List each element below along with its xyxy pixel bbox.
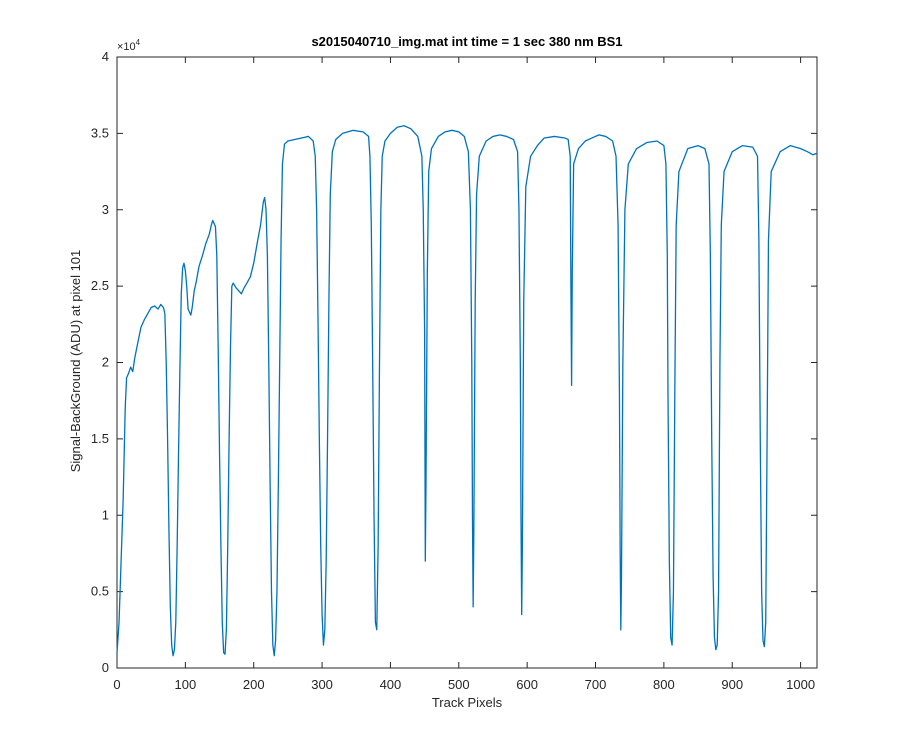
x-tick-label: 700 bbox=[585, 677, 607, 692]
y-tick-label: 0.5 bbox=[91, 584, 109, 599]
x-tick-label: 800 bbox=[653, 677, 675, 692]
x-tick-label: 500 bbox=[448, 677, 470, 692]
y-tick-label: 3.5 bbox=[91, 125, 109, 140]
y-tick-label: 1.5 bbox=[91, 431, 109, 446]
y-axis-exponent-base: ×10 bbox=[117, 41, 136, 53]
x-tick-label: 0 bbox=[113, 677, 120, 692]
x-tick-label: 100 bbox=[175, 677, 197, 692]
series-line-signal bbox=[116, 125, 818, 657]
x-tick-label: 400 bbox=[380, 677, 402, 692]
x-tick-label: 900 bbox=[721, 677, 743, 692]
y-tick-label: 0 bbox=[102, 660, 109, 675]
y-tick-label: 4 bbox=[102, 49, 109, 64]
x-tick-label: 600 bbox=[516, 677, 538, 692]
chart-title: s2015040710_img.mat int time = 1 sec 380… bbox=[311, 34, 622, 49]
y-axis-exponent: ×104 bbox=[117, 38, 141, 53]
y-tick-label: 2.5 bbox=[91, 278, 109, 293]
x-tick-label: 1000 bbox=[786, 677, 815, 692]
x-tick-label: 300 bbox=[311, 677, 333, 692]
ticks: 0 100 200 300 400 500 600 700 800 900 1000 0 0.5 1 1.5… bbox=[91, 49, 817, 692]
y-tick-label: 3 bbox=[102, 202, 109, 217]
y-axis-label: Signal-BackGround (ADU) at pixel 101 bbox=[68, 250, 83, 473]
x-tick-label: 200 bbox=[243, 677, 265, 692]
y-tick-label: 1 bbox=[102, 507, 109, 522]
y-tick-label: 2 bbox=[102, 355, 109, 370]
y-axis-exponent-power: 4 bbox=[136, 38, 141, 47]
x-axis-label: Track Pixels bbox=[432, 695, 503, 710]
series bbox=[116, 125, 818, 657]
